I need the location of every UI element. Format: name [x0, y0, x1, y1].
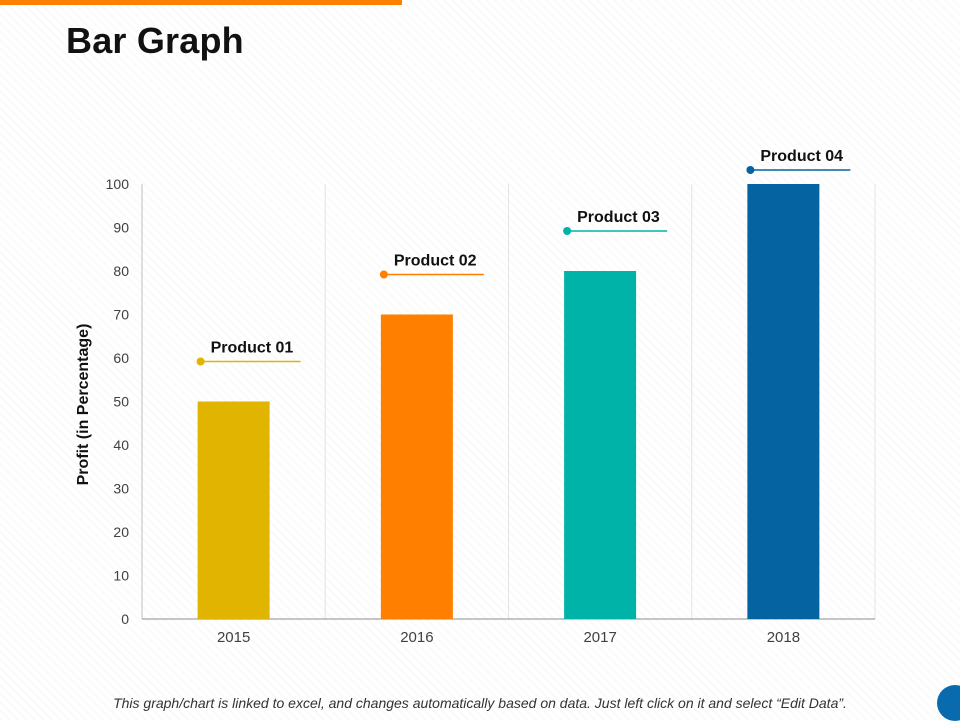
y-tick-label: 40 — [113, 437, 129, 453]
data-label: Product 02 — [394, 253, 477, 270]
y-tick-label: 60 — [113, 350, 129, 366]
y-tick-label: 10 — [113, 568, 129, 584]
corner-decoration — [937, 685, 960, 721]
bar — [564, 271, 637, 619]
y-tick-label: 50 — [113, 394, 129, 410]
y-tick-label: 90 — [113, 220, 129, 236]
data-label: Product 01 — [211, 340, 294, 357]
data-label: Product 03 — [577, 209, 660, 226]
footnote: This graph/chart is linked to excel, and… — [113, 695, 847, 711]
x-tick-label: 2016 — [400, 629, 433, 646]
y-tick-label: 70 — [113, 307, 129, 323]
page-title: Bar Graph — [66, 20, 244, 61]
y-tick-label: 80 — [113, 263, 129, 279]
x-tick-label: 2017 — [583, 629, 616, 646]
y-tick-label: 20 — [113, 524, 129, 540]
data-label: Product 04 — [760, 148, 843, 165]
y-tick-label: 30 — [113, 481, 129, 497]
bar — [747, 184, 820, 619]
bar — [197, 401, 270, 619]
title-accent-bar — [0, 0, 402, 5]
y-tick-label: 0 — [121, 611, 129, 627]
y-tick-label: 100 — [106, 176, 130, 192]
x-tick-label: 2015 — [217, 629, 250, 646]
bar — [380, 314, 453, 619]
y-axis-label: Profit (in Percentage) — [75, 324, 92, 486]
x-tick-label: 2018 — [767, 629, 800, 646]
